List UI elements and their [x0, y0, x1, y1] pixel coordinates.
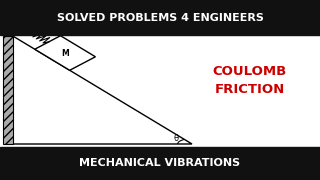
Text: θ: θ [173, 134, 179, 143]
Polygon shape [35, 36, 95, 70]
Bar [3, 36, 13, 144]
Text: MECHANICAL VIBRATIONS: MECHANICAL VIBRATIONS [79, 158, 241, 168]
Bar [0, 147, 320, 180]
Text: M: M [61, 48, 69, 57]
Text: COULOMB
FRICTION: COULOMB FRICTION [212, 66, 287, 96]
Text: SOLVED PROBLEMS 4 ENGINEERS: SOLVED PROBLEMS 4 ENGINEERS [57, 13, 263, 22]
Polygon shape [13, 36, 192, 144]
Bar [0, 0, 320, 35]
